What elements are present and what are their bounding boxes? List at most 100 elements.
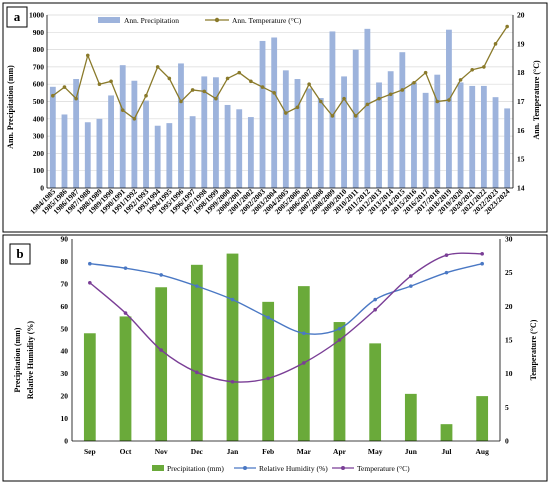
panel-a-y2-tick-0: 14 <box>517 184 525 193</box>
panel-a-temperature-point-1996/1997 <box>190 88 195 92</box>
panel-a-y-axis-title: Ann. Precipitation (mm) <box>6 65 15 149</box>
panel-a-bar-2007/2008 <box>317 98 324 188</box>
panel-a-bar-1985/1986 <box>61 114 68 188</box>
panel-b-temperature-point-Oct <box>123 311 128 315</box>
panel-b-y-tick-6: 60 <box>61 302 69 311</box>
panel-a-bar-2022/2023 <box>492 97 499 188</box>
panel-b-relative-humidity-point-Jan <box>230 297 235 302</box>
panel-b-bar-Apr <box>333 322 346 441</box>
panel-a-bar-2000/2001 <box>236 109 243 188</box>
panel-b-x-tick-Jul: Jul <box>441 447 451 456</box>
panel-b-temperature-line <box>89 252 483 383</box>
panel-a-label: a <box>14 9 21 24</box>
panel-a-temperature-point-2010/2011 <box>353 114 358 118</box>
panel-a-y-tick-7: 700 <box>33 62 45 71</box>
panel-a-bar-1988/1989 <box>96 118 103 188</box>
panel-b-y-tick-4: 40 <box>61 347 69 356</box>
panel-a-bar-2015/2016 <box>411 82 417 188</box>
panel-a-temperature-point-2005/2006 <box>295 105 300 110</box>
panel-a-temperature-point-1987/1988 <box>85 53 90 58</box>
panel-b-relative-humidity-point-Feb <box>266 315 270 320</box>
panel-a-axes <box>46 15 514 189</box>
panel-a-bar-2010/2011 <box>352 49 359 188</box>
panel-a-temperature-point-1991/1992 <box>132 117 137 121</box>
panel-a-temperature-line <box>51 24 509 121</box>
panel-a-temperature-polyline <box>52 26 508 120</box>
panel-b-x-tick-Jan: Jan <box>227 447 240 456</box>
panel-a-bar-2005/2006 <box>294 79 301 188</box>
panel-b-y-tick-7: 70 <box>61 279 69 288</box>
panel-b-bar-Sep <box>83 333 96 441</box>
panel-a-y2-tick-4: 18 <box>517 68 525 77</box>
panel-b-y2-tick-1: 5 <box>505 403 509 412</box>
panel-a-bar-1987/1988 <box>84 122 91 188</box>
panel-b-relative-humidity-point-Nov <box>159 273 163 277</box>
panel-a-bar-1998/1999 <box>213 77 219 188</box>
panel-b-y-tick-8: 80 <box>61 257 69 266</box>
panel-a-bar-1989/1990 <box>108 95 114 188</box>
panel-a-y-tick-1: 100 <box>33 166 45 175</box>
panel-a-bar-2008/2009 <box>329 31 336 189</box>
panel-a-temperature-point-1985/1986 <box>62 85 67 89</box>
panel-b-temperature-point-Aug <box>480 252 484 256</box>
panel-b-x-tick-Mar: Mar <box>297 447 312 456</box>
panel-b-x-tick-Jun: Jun <box>405 447 418 456</box>
panel-a-y-tick-9: 900 <box>33 28 45 37</box>
panel-a-bar-2011/2012 <box>364 28 371 189</box>
panel-a-y2-tick-5: 19 <box>517 39 525 48</box>
panel-b-temperature-point-Dec <box>195 370 199 375</box>
panel-b-y2-tick-0: 0 <box>505 437 509 446</box>
panel-a-y-tick-10: 1000 <box>29 11 44 20</box>
panel-b-x-tick-Dec: Dec <box>191 447 204 456</box>
panel-b-relative-humidity-point-Jul <box>444 270 449 275</box>
panel-b-relative-humidity-point-Sep <box>88 261 92 266</box>
panel-a-bar-2013/2014 <box>387 71 394 188</box>
panel-a-bar-2012/2013 <box>376 82 382 188</box>
panel-b-relative-humidity-point-May <box>373 297 377 302</box>
panel-a-bar-1991/1992 <box>131 80 138 188</box>
panel-a-temperature-point-1986/1987 <box>74 96 78 101</box>
panel-b-x-tick-Apr: Apr <box>333 447 347 456</box>
panel-b-bar-Aug <box>476 396 489 441</box>
panel-a-bar-2003/2004 <box>271 37 278 188</box>
legend-swatch-precipitation <box>152 465 164 471</box>
panel-b-legend: Precipitation (mm) Relative Humidity (%)… <box>152 464 410 473</box>
panel-b-y2-tick-3: 15 <box>505 336 513 345</box>
panel-a-temperature-point-1990/1991 <box>120 108 125 112</box>
panel-a-temperature-point-1994/1995 <box>167 76 172 81</box>
panel-a-temperature-point-2011/2012 <box>365 102 370 107</box>
panel-a-temperature-point-2012/2013 <box>377 96 381 101</box>
panel-a-y-tick-3: 300 <box>33 132 45 141</box>
panel-a-bar-1997/1998 <box>201 76 208 188</box>
panel-b-temperature-point-Jun <box>409 274 413 278</box>
panel-b-temperature-point-Jul <box>444 253 449 257</box>
panel-a-temperature-point-2015/2016 <box>412 80 416 85</box>
panel-a-temperature-point-2001/2002 <box>249 79 253 84</box>
panel-a-y-tick-4: 400 <box>33 114 45 123</box>
panel-a-bar-2021/2022 <box>480 85 487 188</box>
panel-a: a 0 100 200 300 400 500 600 700 800 900 1000 14 15 16… <box>2 2 548 233</box>
panel-a-bar-2001/2002 <box>247 117 254 188</box>
panel-b-relative-humidity-point-Aug <box>480 261 484 266</box>
panel-a-y-tick-2: 200 <box>33 149 45 158</box>
panel-a-temperature-point-2008/2009 <box>330 114 335 118</box>
panel-a-bar-1992/1993 <box>143 100 149 188</box>
legend-marker-temperature <box>341 466 345 470</box>
panel-a-temperature-point-2017/2018 <box>435 99 440 104</box>
panel-b-relative-humidity-point-Oct <box>123 266 128 270</box>
legend-marker-ann-temperature <box>214 17 220 23</box>
panel-a-tick-labels: 0 100 200 300 400 500 600 700 800 900 1000 14 15 16 17… <box>28 11 525 217</box>
panel-a-bar-2006/2007 <box>306 88 313 188</box>
panel-a-y-tick-8: 800 <box>33 45 45 54</box>
panel-a-temperature-point-2020/2021 <box>470 67 475 72</box>
panel-a-temperature-point-2006/2007 <box>307 82 311 86</box>
legend-label-ann-temperature: Ann. Temperature (°C) <box>232 16 302 25</box>
panel-b-x-tick-May: May <box>368 447 383 456</box>
panel-b-y-tick-0: 0 <box>64 437 68 446</box>
panel-a-temperature-point-2004/2005 <box>284 111 288 115</box>
panel-a-bar-1984/1985 <box>49 86 56 188</box>
panel-a-bar-2004/2005 <box>282 70 289 188</box>
panel-a-temperature-point-2016/2017 <box>423 70 428 75</box>
panel-a-temperature-point-2022/2023 <box>493 42 498 46</box>
panel-a-temperature-point-2009/2010 <box>342 96 346 101</box>
